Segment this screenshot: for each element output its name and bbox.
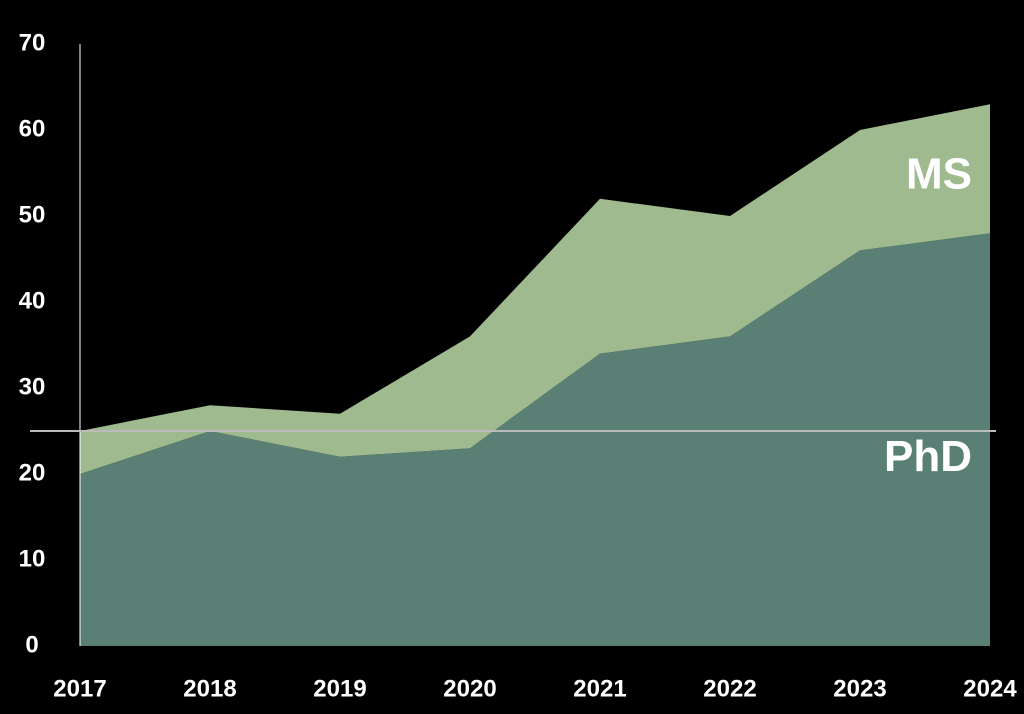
y-tick-label: 30 [19,373,46,400]
x-tick-label: 2020 [443,675,496,702]
y-tick-label: 70 [19,29,46,56]
series-label: MS [906,149,972,198]
x-tick-label: 2018 [183,675,236,702]
x-tick-label: 2023 [833,675,886,702]
y-tick-label: 10 [19,545,46,572]
x-tick-label: 2017 [53,675,106,702]
y-tick-label: 50 [19,201,46,228]
y-tick-label: 60 [19,115,46,142]
x-tick-label: 2021 [573,675,626,702]
area [80,104,990,474]
area [80,233,990,646]
y-tick-label: 0 [25,631,38,658]
x-tick-label: 2019 [313,675,366,702]
x-tick-label: 2022 [703,675,756,702]
x-tick-label: 2024 [963,675,1017,702]
series-label: PhD [884,432,972,481]
y-tick-label: 20 [19,459,46,486]
y-tick-label: 40 [19,287,46,314]
